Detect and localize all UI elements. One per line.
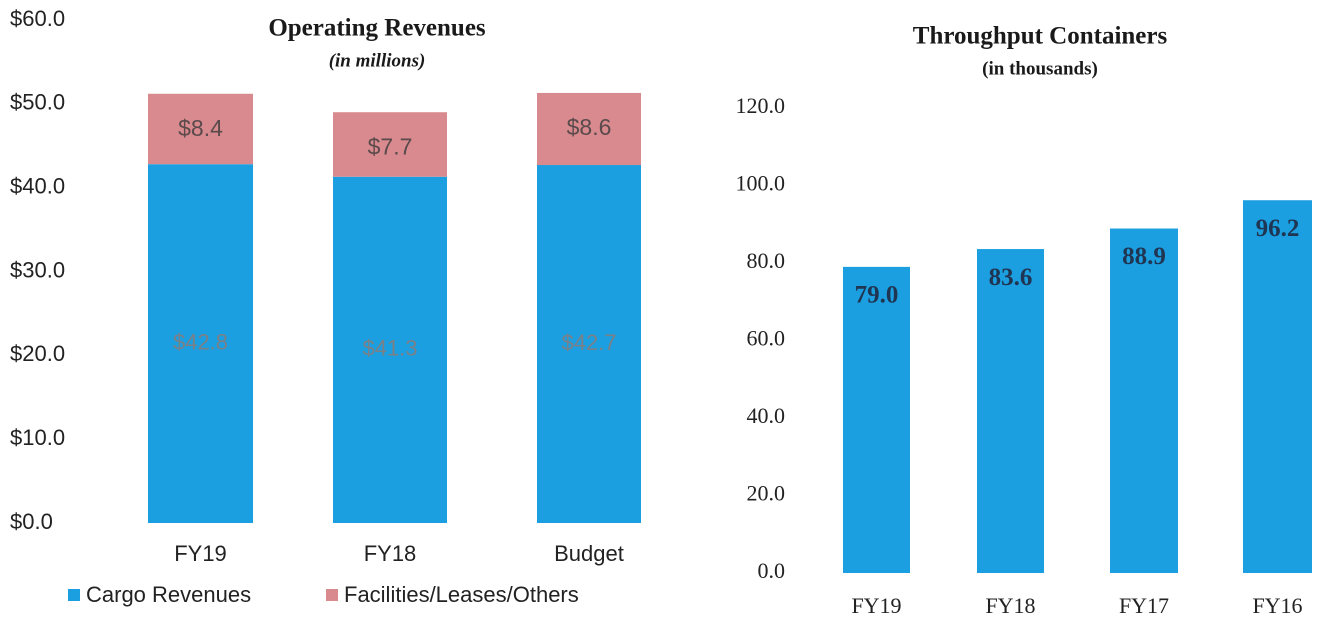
data-label: 88.9 bbox=[1122, 243, 1166, 270]
y-tick-label: $20.0 bbox=[10, 341, 65, 366]
legend-swatch bbox=[326, 589, 338, 601]
legend-swatch bbox=[68, 589, 80, 601]
chart-subtitle: (in millions) bbox=[329, 50, 426, 71]
bar-segment bbox=[333, 176, 447, 524]
y-tick-label: $40.0 bbox=[10, 173, 65, 198]
legend-label: Cargo Revenues bbox=[86, 582, 251, 607]
bar bbox=[1243, 200, 1312, 573]
y-tick-label: $0.0 bbox=[10, 509, 53, 534]
bar-segment bbox=[537, 165, 641, 523]
y-tick-label: 20.0 bbox=[747, 481, 786, 506]
data-label: $7.7 bbox=[368, 133, 413, 159]
bar-segment bbox=[537, 92, 641, 166]
x-tick-label: FY19 bbox=[174, 541, 227, 566]
x-tick-label: Budget bbox=[554, 541, 624, 566]
x-tick-label: FY16 bbox=[1252, 593, 1302, 618]
bar-segment bbox=[148, 93, 253, 165]
data-label: $8.4 bbox=[178, 115, 223, 141]
bar-segment bbox=[333, 112, 447, 177]
data-label: $8.6 bbox=[567, 114, 612, 140]
y-tick-label: $30.0 bbox=[10, 257, 65, 282]
data-label: $41.3 bbox=[362, 336, 417, 361]
data-label: 96.2 bbox=[1256, 215, 1300, 242]
y-tick-label: 80.0 bbox=[747, 248, 786, 273]
data-label: 79.0 bbox=[855, 282, 899, 309]
bar-segment bbox=[148, 164, 253, 523]
y-tick-label: 60.0 bbox=[747, 326, 786, 351]
data-label: $42.7 bbox=[561, 330, 616, 355]
bar bbox=[977, 249, 1044, 574]
y-tick-label: 100.0 bbox=[736, 171, 786, 196]
x-tick-label: FY18 bbox=[985, 593, 1035, 618]
legend-label: Facilities/Leases/Others bbox=[344, 582, 579, 607]
chart-subtitle: (in thousands) bbox=[982, 58, 1098, 79]
y-tick-label: $60.0 bbox=[10, 6, 65, 31]
x-tick-label: FY19 bbox=[851, 593, 901, 618]
y-tick-label: 120.0 bbox=[736, 93, 786, 118]
chart-title: Throughput Containers bbox=[913, 23, 1168, 50]
y-tick-label: $50.0 bbox=[10, 90, 65, 115]
data-label: $42.8 bbox=[173, 329, 228, 354]
y-tick-label: $10.0 bbox=[10, 425, 65, 450]
data-label: 83.6 bbox=[989, 264, 1033, 291]
y-tick-label: 40.0 bbox=[747, 403, 786, 428]
chart-title: Operating Revenues bbox=[268, 15, 486, 42]
x-tick-label: FY17 bbox=[1119, 593, 1169, 618]
bar bbox=[1110, 228, 1178, 573]
x-tick-label: FY18 bbox=[364, 541, 417, 566]
y-tick-label: 0.0 bbox=[758, 558, 786, 583]
bar bbox=[843, 266, 910, 573]
